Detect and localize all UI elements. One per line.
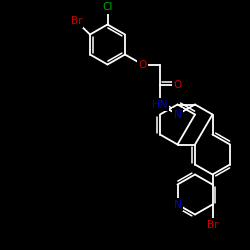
Text: O: O bbox=[138, 60, 146, 70]
Text: Cl: Cl bbox=[102, 2, 113, 12]
Text: N: N bbox=[174, 110, 182, 120]
Text: N: N bbox=[174, 200, 182, 209]
Text: Br: Br bbox=[207, 220, 218, 230]
Text: Br: Br bbox=[70, 16, 82, 26]
Text: HN: HN bbox=[152, 100, 168, 110]
Text: O: O bbox=[174, 80, 182, 90]
